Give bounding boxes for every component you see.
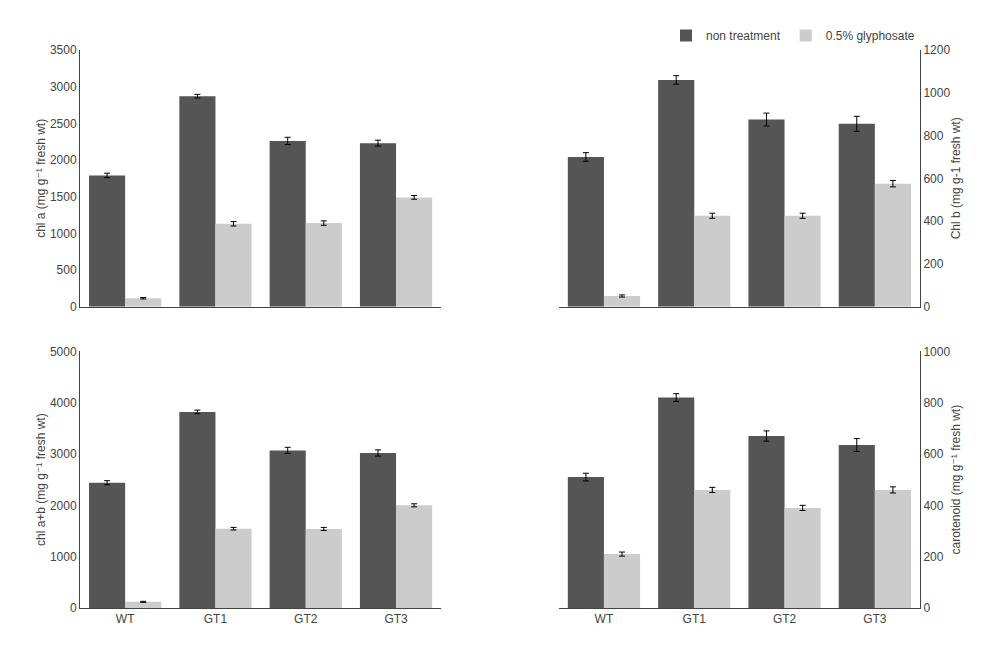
svg-text:0: 0 <box>923 300 930 314</box>
svg-text:200: 200 <box>923 550 943 564</box>
svg-text:4000: 4000 <box>50 396 77 410</box>
svg-text:non treatment: non treatment <box>706 29 781 43</box>
svg-text:1500: 1500 <box>50 190 77 204</box>
svg-text:GT1: GT1 <box>204 612 228 626</box>
svg-text:400: 400 <box>923 499 943 513</box>
svg-text:0: 0 <box>923 601 930 615</box>
svg-text:500: 500 <box>57 263 77 277</box>
svg-text:GT1: GT1 <box>683 612 707 626</box>
svg-text:3500: 3500 <box>50 43 77 57</box>
svg-text:GT3: GT3 <box>863 612 887 626</box>
svg-text:400: 400 <box>923 214 943 228</box>
svg-text:3000: 3000 <box>50 447 77 461</box>
svg-text:600: 600 <box>923 172 943 186</box>
svg-text:Chl b (mg g-1 fresh wt): Chl b (mg g-1 fresh wt) <box>949 117 963 239</box>
svg-text:2000: 2000 <box>50 499 77 513</box>
svg-text:800: 800 <box>923 396 943 410</box>
svg-text:GT3: GT3 <box>384 612 408 626</box>
svg-text:200: 200 <box>923 257 943 271</box>
svg-text:0.5% glyphosate: 0.5% glyphosate <box>826 29 915 43</box>
svg-text:600: 600 <box>923 447 943 461</box>
svg-text:1000: 1000 <box>50 227 77 241</box>
svg-text:1200: 1200 <box>923 43 950 57</box>
svg-text:carotenoid (mg g⁻¹ fresh wt): carotenoid (mg g⁻¹ fresh wt) <box>949 405 963 555</box>
svg-text:2500: 2500 <box>50 117 77 131</box>
svg-text:WT: WT <box>116 612 135 626</box>
svg-text:WT: WT <box>595 612 614 626</box>
svg-text:1000: 1000 <box>923 345 950 359</box>
svg-text:1000: 1000 <box>50 550 77 564</box>
svg-text:chl a (mg g⁻¹ fresh wt): chl a (mg g⁻¹ fresh wt) <box>34 119 48 238</box>
svg-text:1000: 1000 <box>923 86 950 100</box>
svg-text:GT2: GT2 <box>773 612 797 626</box>
svg-text:3000: 3000 <box>50 80 77 94</box>
svg-text:0: 0 <box>70 601 77 615</box>
svg-text:5000: 5000 <box>50 345 77 359</box>
svg-text:800: 800 <box>923 129 943 143</box>
svg-text:GT2: GT2 <box>294 612 318 626</box>
svg-text:2000: 2000 <box>50 153 77 167</box>
svg-text:chl a+b (mg g⁻¹ fresh wt): chl a+b (mg g⁻¹ fresh wt) <box>34 413 48 546</box>
svg-text:0: 0 <box>70 300 77 314</box>
